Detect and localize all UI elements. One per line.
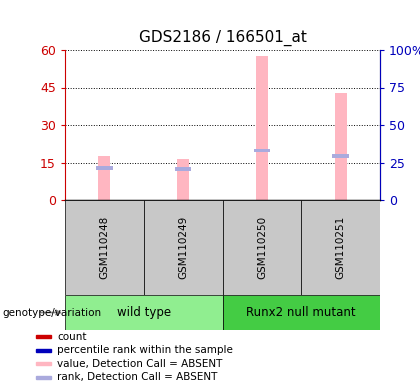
Bar xyxy=(36,349,51,352)
Bar xyxy=(144,200,223,295)
Bar xyxy=(254,149,270,152)
Text: GSM110251: GSM110251 xyxy=(336,216,346,279)
Text: wild type: wild type xyxy=(117,306,171,319)
Bar xyxy=(335,93,346,200)
Bar xyxy=(175,167,192,171)
Bar xyxy=(36,335,51,338)
Bar xyxy=(98,156,110,200)
Bar xyxy=(65,200,144,295)
Text: percentile rank within the sample: percentile rank within the sample xyxy=(57,345,233,355)
Bar xyxy=(256,56,268,200)
Text: value, Detection Call = ABSENT: value, Detection Call = ABSENT xyxy=(57,359,222,369)
Text: rank, Detection Call = ABSENT: rank, Detection Call = ABSENT xyxy=(57,372,217,382)
Bar xyxy=(96,166,113,170)
Bar xyxy=(301,200,380,295)
Bar xyxy=(332,154,349,157)
Bar xyxy=(65,295,223,330)
Bar xyxy=(223,295,380,330)
Text: GSM110250: GSM110250 xyxy=(257,216,267,279)
Title: GDS2186 / 166501_at: GDS2186 / 166501_at xyxy=(139,30,307,46)
Text: count: count xyxy=(57,332,87,342)
Bar xyxy=(36,376,51,379)
Text: GSM110249: GSM110249 xyxy=(178,216,188,279)
Text: GSM110248: GSM110248 xyxy=(100,216,109,279)
Bar xyxy=(36,362,51,365)
Bar xyxy=(177,159,189,200)
Text: Runx2 null mutant: Runx2 null mutant xyxy=(247,306,356,319)
Text: genotype/variation: genotype/variation xyxy=(2,308,101,318)
Bar xyxy=(223,200,301,295)
